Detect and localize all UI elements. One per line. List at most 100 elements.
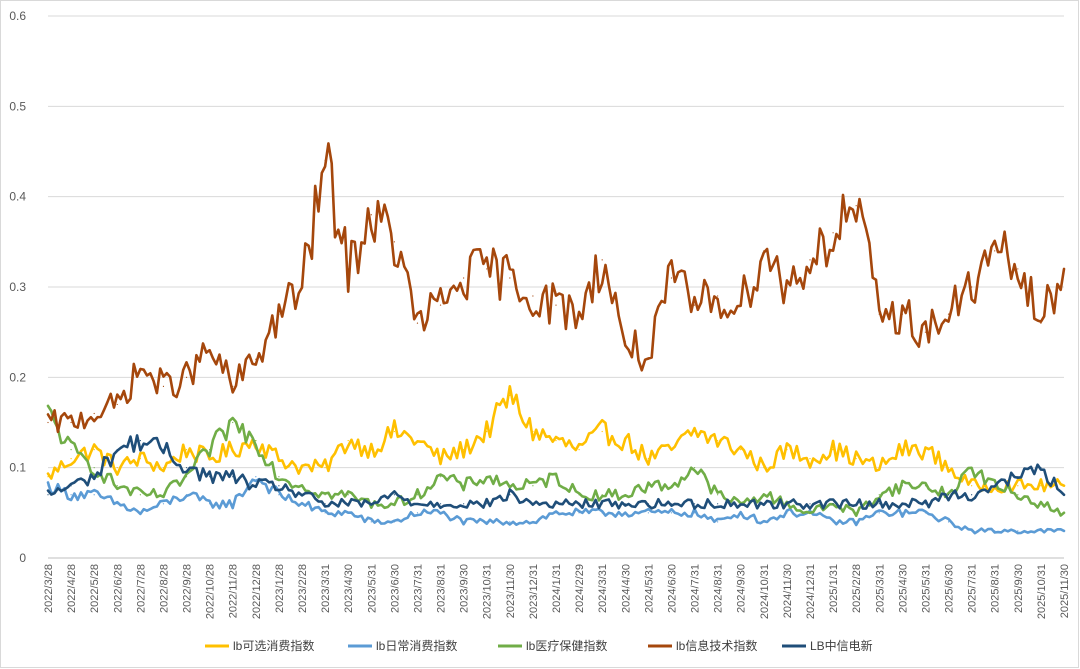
series-point [670, 512, 673, 514]
series-point [116, 503, 118, 505]
series-point [855, 503, 857, 505]
series-point [901, 485, 903, 487]
series-point [347, 439, 349, 442]
series-point [786, 286, 788, 288]
series-point [1040, 467, 1042, 469]
series-point [624, 340, 626, 342]
x-tick-label: 2025/3/31 [874, 564, 886, 613]
x-tick-label: 2024/8/31 [713, 564, 725, 613]
legend: lb可选消费指数 lb日常消费指数 lb医疗保健指数 lb信息技术指数 LB中信电新 [205, 638, 873, 653]
series-point [416, 439, 419, 442]
series-point [278, 476, 280, 478]
series-point [832, 232, 834, 234]
x-tick-label: 2024/6/30 [666, 564, 678, 613]
series-point [971, 494, 973, 496]
series-point [947, 313, 950, 315]
series-point [370, 449, 372, 451]
x-tick-label: 2025/4/30 [897, 564, 909, 613]
series-point [347, 512, 349, 514]
series-point [855, 512, 857, 514]
series-point [486, 521, 488, 523]
series-point [601, 259, 603, 261]
x-tick-label: 2022/8/28 [158, 564, 170, 613]
y-tick-label: 0.2 [9, 370, 26, 384]
series-point [763, 503, 765, 505]
series-point [301, 503, 303, 505]
series-point [255, 439, 257, 442]
series-point [324, 159, 326, 162]
x-tick-label: 2022/3/28 [43, 564, 55, 613]
series-point [670, 277, 673, 279]
series-point [255, 485, 257, 487]
series-point [301, 485, 303, 487]
x-tick-label: 2022/7/28 [135, 564, 147, 613]
series-point [439, 304, 442, 306]
series-point [693, 503, 696, 505]
series-point [116, 449, 118, 451]
x-tick-label: 2025/6/30 [944, 564, 956, 613]
x-tick-label: 2022/4/28 [66, 564, 78, 613]
series-point [555, 512, 557, 514]
series-point [717, 494, 719, 496]
series-point [139, 512, 141, 514]
series-point [93, 449, 95, 451]
series-point [209, 458, 211, 460]
series-point [370, 503, 372, 505]
series-point [347, 268, 349, 270]
series-point [1017, 268, 1019, 270]
x-tick-label: 2023/5/31 [366, 564, 378, 613]
series-point [255, 476, 257, 478]
series-point [693, 467, 696, 469]
legend-label: lb信息技术指数 [676, 638, 757, 653]
series-point [855, 458, 857, 460]
y-tick-label: 0.6 [9, 9, 26, 23]
y-axis: 0 0.1 0.2 0.3 0.4 0.5 0.6 [9, 9, 26, 565]
series-point [924, 449, 927, 451]
series-point [347, 503, 349, 505]
series-point [439, 512, 442, 514]
series-point [647, 485, 649, 487]
x-tick-label: 2022/6/28 [112, 564, 124, 613]
series-point [116, 485, 118, 487]
grid [48, 15, 1064, 559]
series-point [740, 304, 742, 306]
series-point [232, 385, 234, 387]
series-point [463, 521, 465, 523]
series-point [93, 476, 95, 478]
series-point [763, 467, 765, 469]
series-point [947, 521, 950, 523]
series-point [670, 485, 673, 487]
series-point [47, 494, 49, 496]
series-point [509, 485, 511, 487]
series-point [185, 494, 188, 496]
x-tick-label: 2023/12/31 [528, 564, 540, 619]
series-point [924, 485, 927, 487]
series-point [209, 349, 211, 351]
x-axis: 2022/3/28 2022/4/28 2022/5/28 2022/6/28 2022… [43, 564, 1071, 619]
series-point [185, 449, 188, 451]
series-point [1063, 512, 1065, 514]
series-point [509, 277, 511, 279]
x-tick-label: 2024/5/31 [643, 564, 655, 613]
series-point [1040, 485, 1042, 487]
series-point [70, 485, 72, 487]
series-point [555, 439, 557, 442]
series-point [70, 449, 72, 451]
series-point [278, 485, 280, 487]
series-point [185, 376, 188, 378]
x-tick-label: 2024/7/31 [690, 564, 702, 613]
series-point [185, 476, 188, 478]
series-point [324, 503, 326, 505]
series-point [832, 521, 834, 523]
x-tick-label: 2025/5/31 [920, 564, 932, 613]
series-point [209, 476, 211, 478]
series-point [301, 467, 303, 469]
series-point [232, 503, 234, 505]
series-point [601, 512, 603, 514]
x-tick-label: 2024/4/30 [620, 564, 632, 613]
series-point [532, 521, 534, 523]
series-point [740, 512, 742, 514]
series-point [532, 503, 534, 505]
x-tick-label: 2023/4/30 [343, 564, 355, 613]
